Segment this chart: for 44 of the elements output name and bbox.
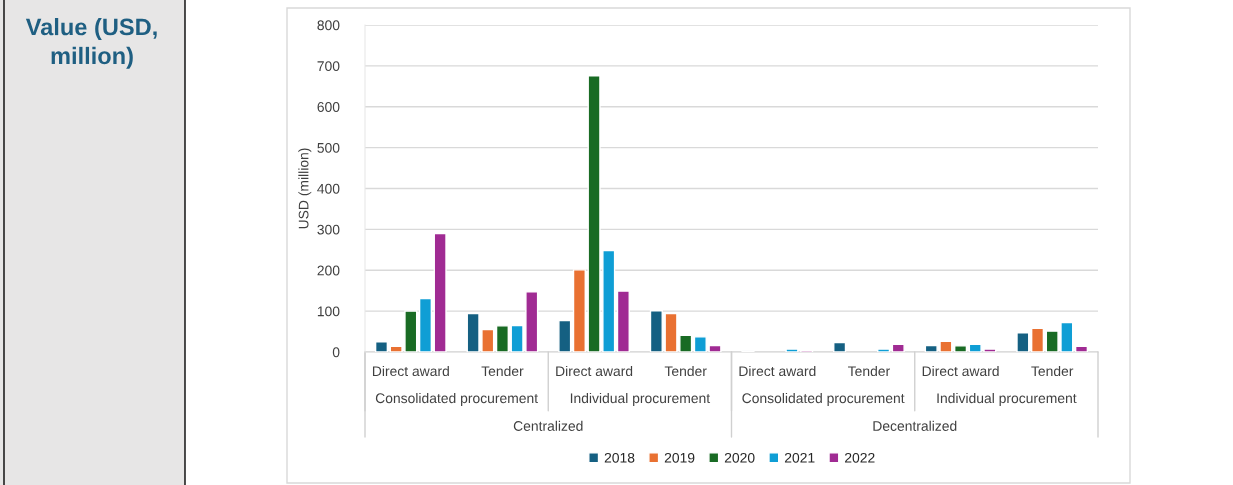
bar bbox=[877, 348, 891, 352]
x-tick-label: Direct award bbox=[556, 365, 633, 377]
text: Consolidated procurement bbox=[375, 392, 538, 406]
x-tick-label: Tender bbox=[848, 365, 890, 377]
text: Decentralized bbox=[873, 420, 957, 431]
bar bbox=[418, 297, 433, 352]
legend-label: 2022 bbox=[845, 452, 875, 463]
y-tick-label: 400 bbox=[317, 183, 340, 194]
x-tick-label: Tender bbox=[481, 365, 524, 377]
bar bbox=[495, 325, 509, 352]
bar bbox=[1074, 345, 1089, 352]
bar bbox=[954, 345, 968, 352]
x-tick-label: Tender bbox=[664, 365, 707, 377]
y-tick-label: 200 bbox=[317, 265, 340, 276]
y-tick-label: 100 bbox=[317, 306, 340, 317]
legend-label: 2018 bbox=[604, 452, 635, 463]
bar bbox=[891, 343, 905, 352]
bar bbox=[833, 341, 847, 352]
bar bbox=[558, 319, 572, 352]
bar bbox=[616, 290, 630, 352]
bar bbox=[433, 232, 447, 352]
x-tick-label: Direct award bbox=[922, 365, 999, 377]
text: Value (USD, million) bbox=[25, 18, 157, 69]
bar bbox=[374, 341, 389, 352]
x-tick-label: Tender bbox=[1031, 365, 1074, 377]
bar bbox=[1016, 332, 1030, 352]
legend-label: 2019 bbox=[664, 452, 695, 463]
bar bbox=[1030, 327, 1045, 352]
y-tick-label: 0 bbox=[332, 347, 340, 358]
x-tick-label: Direct award bbox=[372, 365, 449, 377]
x-tick-label: Direct award bbox=[739, 365, 816, 377]
y-tick-label: 600 bbox=[317, 102, 340, 112]
y-tick-label: 700 bbox=[317, 61, 340, 72]
bar bbox=[572, 269, 586, 352]
text: Consolidated procurement bbox=[742, 392, 905, 406]
y-axis-title: USD (million) bbox=[298, 148, 312, 229]
legend-label: 2021 bbox=[784, 452, 815, 463]
text: Centralized bbox=[513, 420, 583, 431]
legend-label: 2020 bbox=[724, 452, 755, 463]
y-tick-label: 800 bbox=[317, 20, 340, 31]
y-tick-label: 300 bbox=[317, 224, 340, 235]
text: Individual procurement bbox=[570, 392, 711, 406]
text: Individual procurement bbox=[937, 392, 1077, 406]
y-tick-label: 500 bbox=[317, 142, 340, 153]
